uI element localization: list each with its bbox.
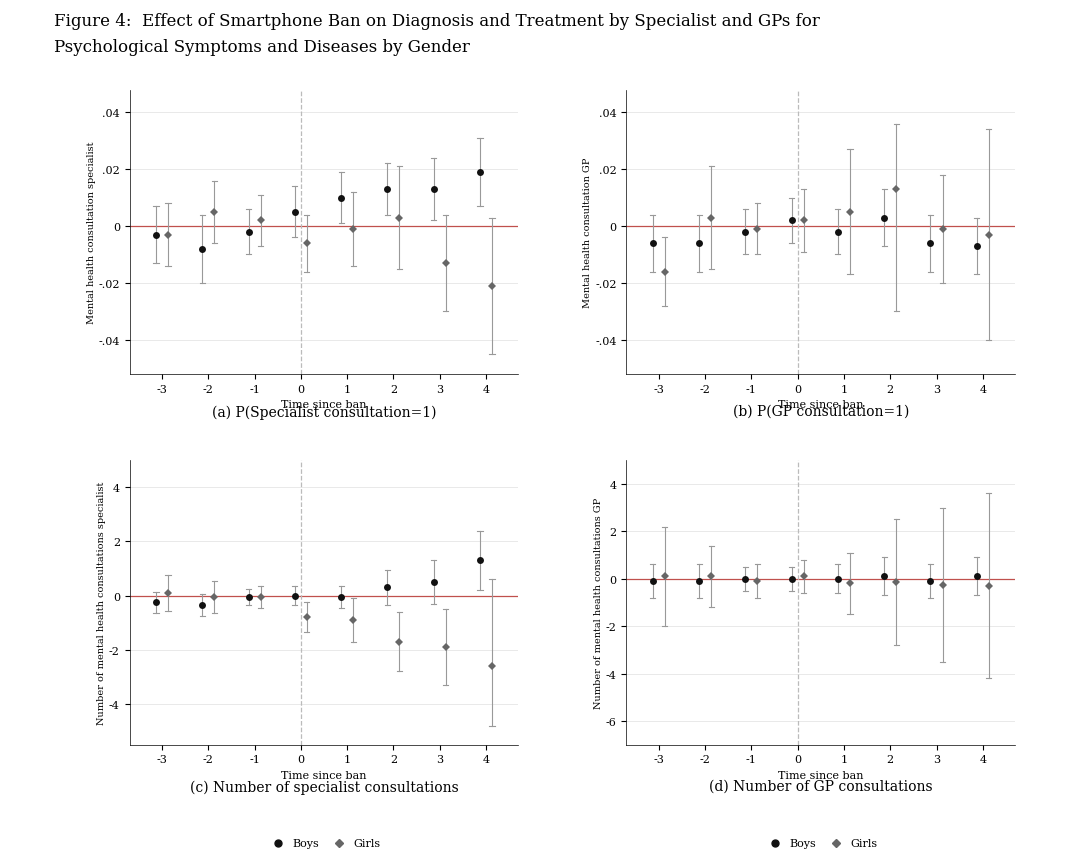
Legend: Boys, Girls: Boys, Girls <box>759 464 882 483</box>
X-axis label: Time since ban: Time since ban <box>281 770 367 780</box>
Y-axis label: Number of mental health consultations GP: Number of mental health consultations GP <box>594 497 603 709</box>
Legend: Boys, Girls: Boys, Girls <box>262 834 386 853</box>
X-axis label: Time since ban: Time since ban <box>778 400 864 410</box>
Legend: Boys, Girls: Boys, Girls <box>759 834 882 853</box>
Legend: Boys, Girls: Boys, Girls <box>262 464 386 483</box>
X-axis label: Time since ban: Time since ban <box>778 770 864 780</box>
Y-axis label: Mental health consultation GP: Mental health consultation GP <box>583 158 593 307</box>
Text: (b) P(GP consultation=1): (b) P(GP consultation=1) <box>732 405 909 418</box>
Text: (d) Number of GP consultations: (d) Number of GP consultations <box>708 779 933 793</box>
Y-axis label: Mental health consultation specialist: Mental health consultation specialist <box>86 141 96 324</box>
Text: (c) Number of specialist consultations: (c) Number of specialist consultations <box>190 779 458 794</box>
Text: Psychological Symptoms and Diseases by Gender: Psychological Symptoms and Diseases by G… <box>54 39 470 56</box>
Y-axis label: Number of mental health consultations specialist: Number of mental health consultations sp… <box>97 481 106 724</box>
Text: (a) P(Specialist consultation=1): (a) P(Specialist consultation=1) <box>212 405 436 419</box>
Text: Figure 4:  Effect of Smartphone Ban on Diagnosis and Treatment by Specialist and: Figure 4: Effect of Smartphone Ban on Di… <box>54 13 820 30</box>
X-axis label: Time since ban: Time since ban <box>281 400 367 410</box>
